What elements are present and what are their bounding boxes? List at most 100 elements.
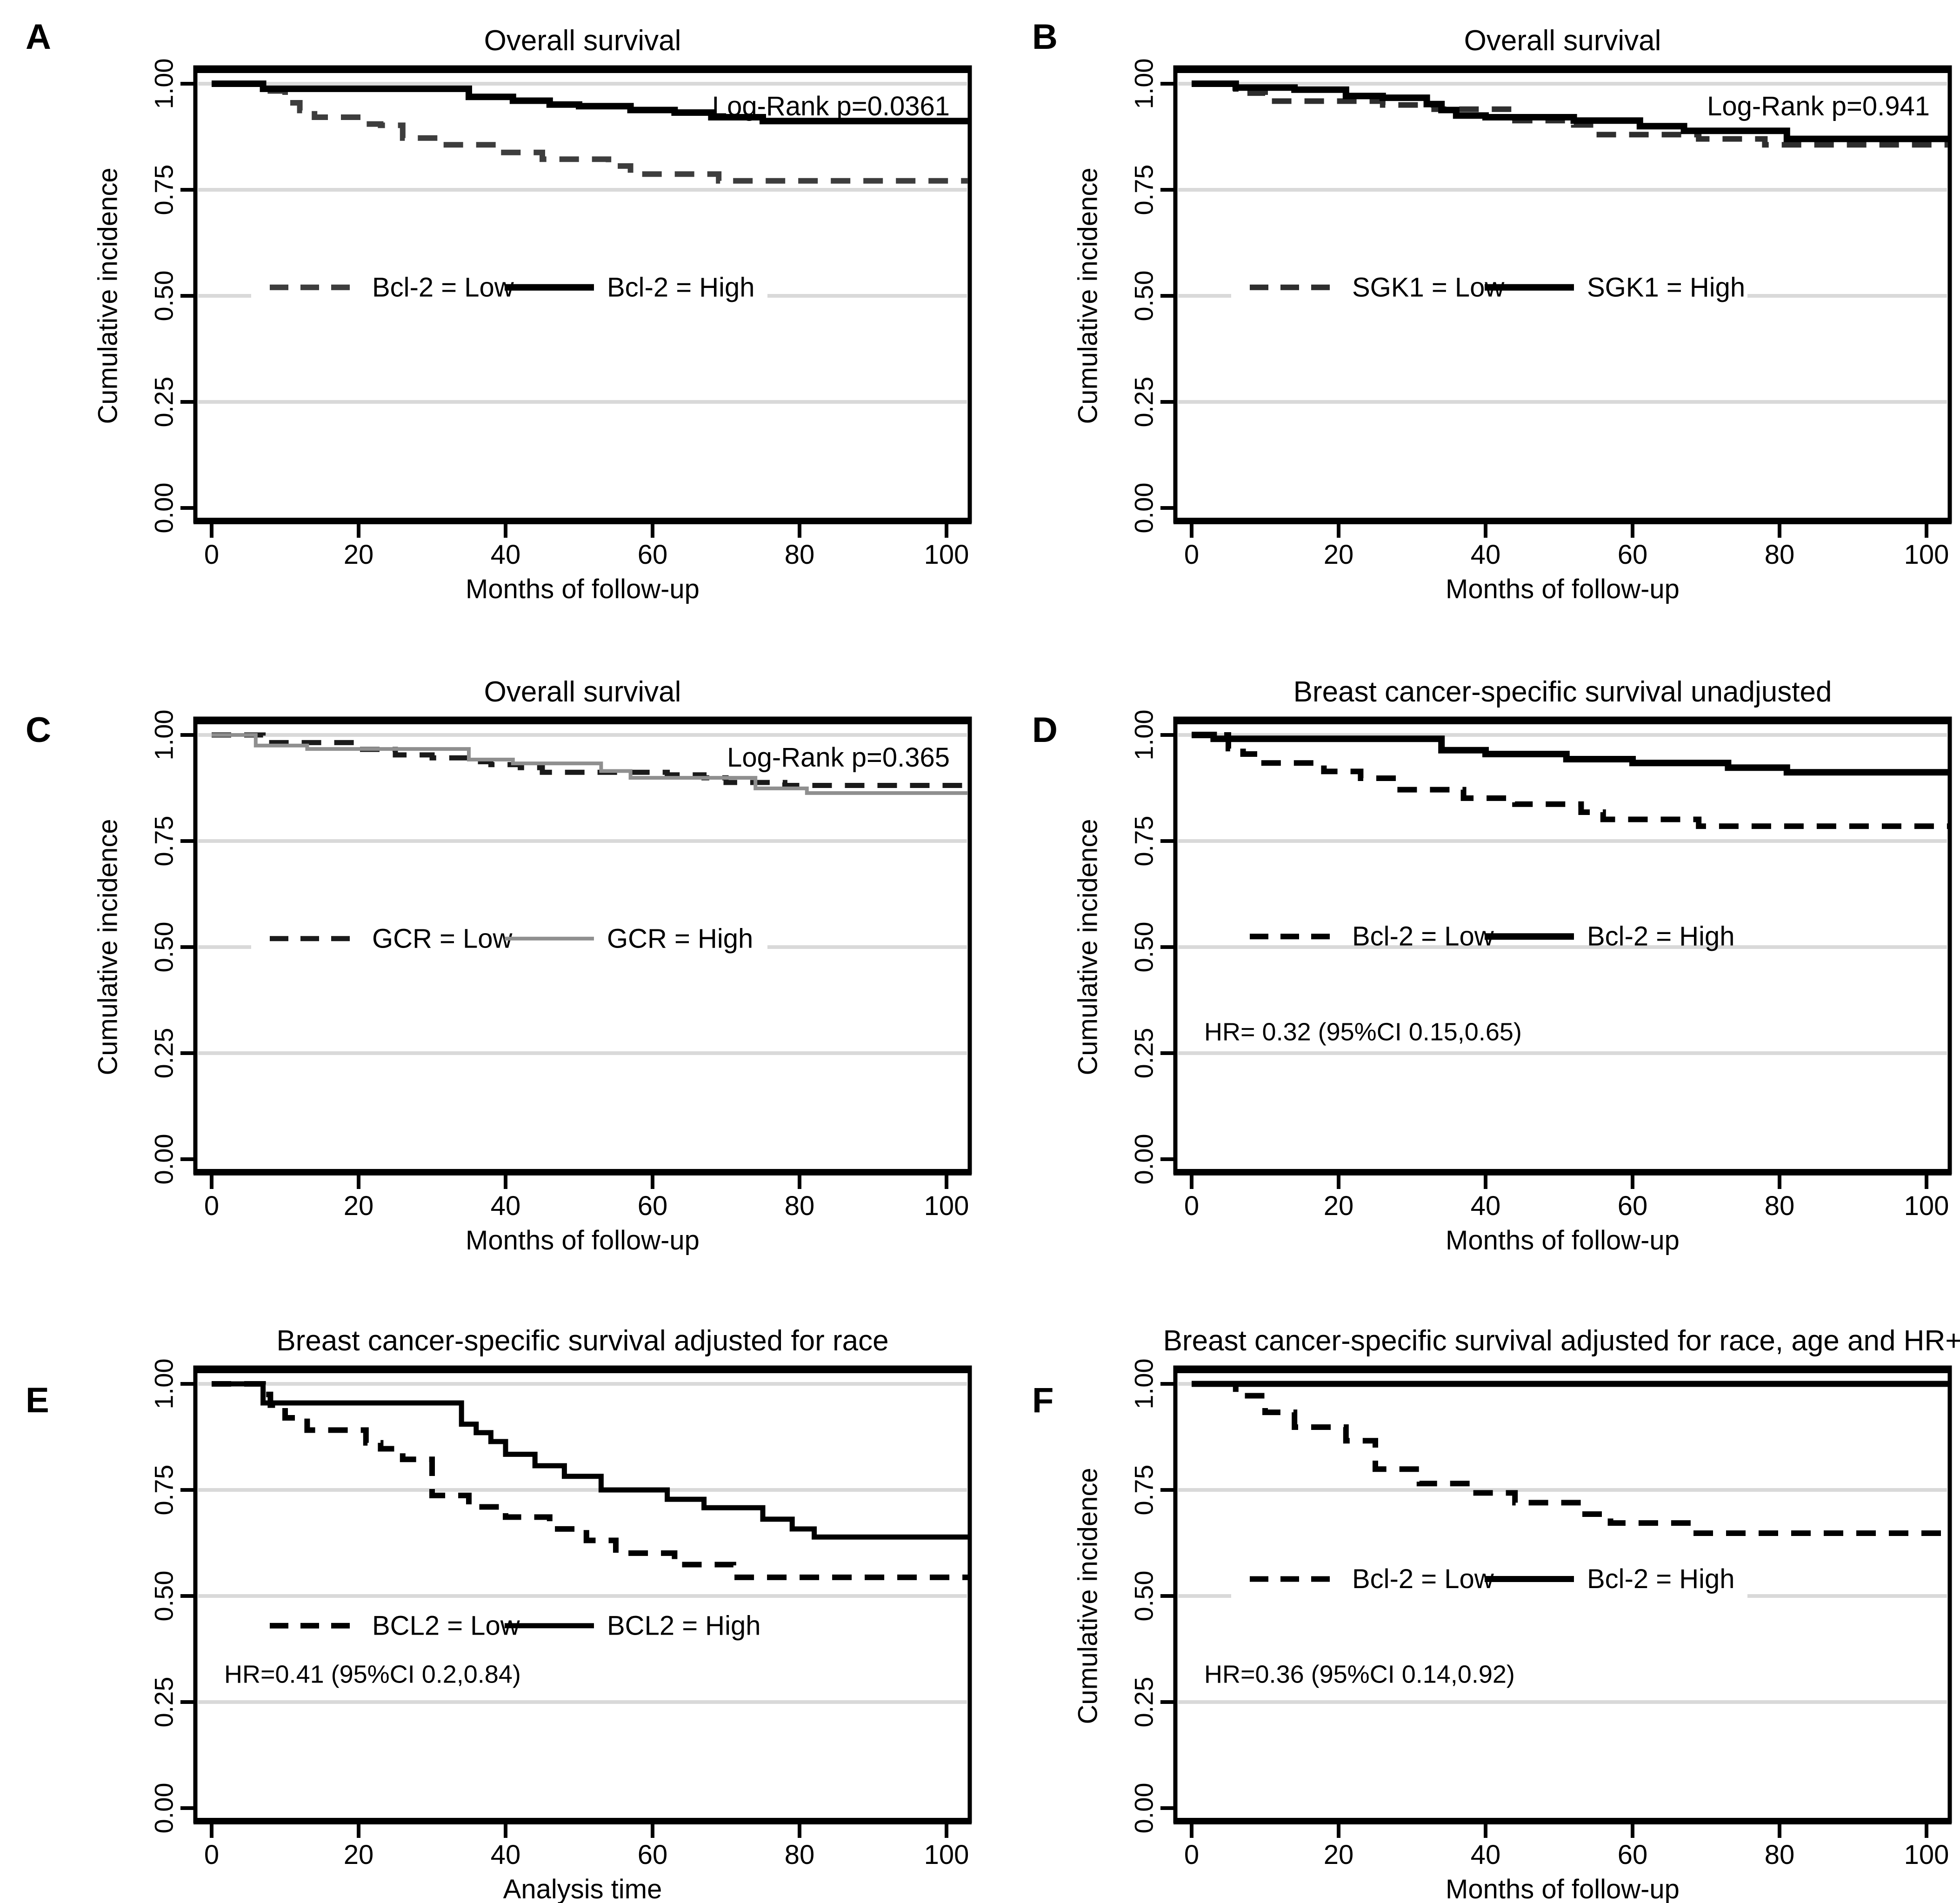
plot-title: Overall survival bbox=[484, 25, 681, 57]
hr-annotation: HR=0.36 (95%CI 0.14,0.92) bbox=[1204, 1661, 1515, 1689]
y-tick-label: 0.00 bbox=[1129, 1134, 1159, 1185]
legend-label-high: Bcl-2 = High bbox=[607, 272, 755, 302]
x-tick-label: 0 bbox=[204, 540, 219, 570]
plot-title: Overall survival bbox=[1464, 25, 1661, 57]
y-axis-title: Cumulative incidence bbox=[1073, 819, 1103, 1075]
logrank-annotation: Log-Rank p=0.365 bbox=[727, 742, 950, 773]
x-tick-label: 100 bbox=[924, 540, 969, 570]
y-tick-label: 1.00 bbox=[149, 710, 179, 761]
legend-label-low: SGK1 = Low bbox=[1352, 272, 1505, 302]
y-axis-title: Cumulative incidence bbox=[93, 819, 123, 1075]
x-tick-label: 40 bbox=[491, 1191, 521, 1221]
x-tick-label: 60 bbox=[1618, 540, 1648, 570]
panel-letter-e: E bbox=[26, 1381, 49, 1420]
y-tick-label: 0.25 bbox=[1129, 377, 1159, 427]
x-tick-label: 20 bbox=[344, 540, 374, 570]
panel-letter-b: B bbox=[1032, 17, 1058, 57]
legend-label-high: Bcl-2 = High bbox=[1587, 1564, 1735, 1594]
panel-a: A 0.00 0.25 0.50 0.75 1.00 0 20 40 60 80 100 Months… bbox=[0, 0, 980, 635]
y-tick-label: 0.00 bbox=[149, 483, 179, 534]
hr-annotation: HR=0.41 (95%CI 0.2,0.84) bbox=[224, 1661, 521, 1689]
x-tick-label: 0 bbox=[1184, 1191, 1199, 1221]
x-tick-label: 0 bbox=[1184, 1840, 1199, 1870]
x-tick-label: 60 bbox=[1618, 1191, 1648, 1221]
survival-curve-high bbox=[1192, 80, 1948, 142]
y-tick-label: 0.50 bbox=[1129, 271, 1159, 321]
panel-letter-d: D bbox=[1032, 710, 1058, 750]
x-tick-label: 20 bbox=[1324, 1191, 1354, 1221]
y-tick-label: 1.00 bbox=[1129, 1359, 1159, 1409]
x-tick-label: 80 bbox=[1765, 1191, 1795, 1221]
y-tick-label: 0.00 bbox=[1129, 483, 1159, 534]
plot-title: Breast cancer-specific survival adjusted… bbox=[276, 1325, 888, 1357]
y-tick-label: 0.00 bbox=[149, 1134, 179, 1185]
y-tick-label: 1.00 bbox=[149, 1359, 179, 1409]
x-tick-label: 0 bbox=[1184, 540, 1199, 570]
x-axis-title: Months of follow-up bbox=[1446, 1874, 1680, 1903]
y-tick-label: 0.75 bbox=[1129, 165, 1159, 215]
x-tick-label: 80 bbox=[1765, 1840, 1795, 1870]
x-tick-label: 40 bbox=[1471, 1191, 1501, 1221]
survival-plot-f: 0.00 0.25 0.50 0.75 1.00 0 20 40 60 80 100 Months o… bbox=[1073, 1325, 1960, 1903]
x-tick-label: 40 bbox=[491, 1840, 521, 1870]
survival-curve-low bbox=[1192, 1381, 1948, 1536]
x-tick-label: 20 bbox=[344, 1840, 374, 1870]
y-tick-label: 1.00 bbox=[1129, 710, 1159, 761]
y-tick-label: 0.00 bbox=[149, 1783, 179, 1834]
panel-e: E 0.00 0.25 0.50 0.75 1.00 0 20 40 60 80 100 Analys… bbox=[0, 1300, 980, 1903]
x-axis-title: Analysis time bbox=[503, 1874, 662, 1903]
legend-label-high: SGK1 = High bbox=[1587, 272, 1745, 302]
x-tick-label: 100 bbox=[1904, 540, 1949, 570]
x-tick-label: 60 bbox=[638, 1840, 668, 1870]
y-tick-label: 0.25 bbox=[149, 377, 179, 427]
survival-plot-c: 0.00 0.25 0.50 0.75 1.00 0 20 40 60 80 100 Months o… bbox=[93, 676, 972, 1255]
panel-letter-a: A bbox=[26, 17, 51, 57]
x-tick-label: 100 bbox=[924, 1840, 969, 1870]
legend-label-low: Bcl-2 = Low bbox=[372, 272, 514, 302]
legend-label-low: Bcl-2 = Low bbox=[1352, 1564, 1494, 1594]
y-tick-label: 0.25 bbox=[149, 1028, 179, 1079]
x-tick-label: 0 bbox=[204, 1191, 219, 1221]
x-tick-label: 60 bbox=[638, 540, 668, 570]
y-tick-label: 1.00 bbox=[1129, 59, 1159, 109]
plot-title: Overall survival bbox=[484, 676, 681, 708]
panel-letter-c: C bbox=[26, 710, 51, 750]
x-tick-label: 0 bbox=[204, 1840, 219, 1870]
survival-curve-high bbox=[212, 733, 968, 795]
x-tick-label: 60 bbox=[1618, 1840, 1648, 1870]
y-tick-label: 0.50 bbox=[149, 271, 179, 321]
x-tick-label: 20 bbox=[344, 1191, 374, 1221]
x-axis-title: Months of follow-up bbox=[1446, 1225, 1680, 1255]
y-tick-label: 0.50 bbox=[1129, 1571, 1159, 1622]
x-tick-label: 100 bbox=[1904, 1191, 1949, 1221]
legend-label-high: BCL2 = High bbox=[607, 1610, 760, 1641]
legend-label-high: Bcl-2 = High bbox=[1587, 921, 1735, 952]
survival-curve-high bbox=[1192, 732, 1948, 776]
panel-b: B 0.00 0.25 0.50 0.75 1.00 0 20 40 60 80 100 Months… bbox=[980, 0, 1960, 635]
x-axis-title: Months of follow-up bbox=[1446, 574, 1680, 604]
x-axis-title: Months of follow-up bbox=[466, 574, 700, 604]
x-axis-title: Months of follow-up bbox=[466, 1225, 700, 1255]
x-tick-label: 80 bbox=[785, 1840, 815, 1870]
y-tick-label: 0.50 bbox=[149, 922, 179, 973]
y-tick-label: 0.25 bbox=[1129, 1028, 1159, 1079]
y-tick-label: 0.75 bbox=[149, 1465, 179, 1516]
y-axis-title: Cumulative incidence bbox=[1073, 167, 1103, 424]
y-tick-label: 1.00 bbox=[149, 59, 179, 109]
y-tick-label: 0.75 bbox=[1129, 816, 1159, 867]
survival-plot-e: 0.00 0.25 0.50 0.75 1.00 0 20 40 60 80 100 Analysis… bbox=[149, 1325, 972, 1903]
panel-f: F 0.00 0.25 0.50 0.75 1.00 0 20 40 60 80 100 Months… bbox=[980, 1300, 1960, 1903]
x-tick-label: 80 bbox=[1765, 540, 1795, 570]
survival-curve-low bbox=[212, 81, 968, 184]
y-tick-label: 0.00 bbox=[1129, 1783, 1159, 1834]
panel-c: C 0.00 0.25 0.50 0.75 1.00 0 20 40 60 80 100 Months… bbox=[0, 651, 980, 1286]
x-tick-label: 40 bbox=[1471, 1840, 1501, 1870]
survival-curve-low bbox=[1192, 732, 1948, 829]
y-tick-label: 0.50 bbox=[1129, 922, 1159, 973]
survival-plot-d: 0.00 0.25 0.50 0.75 1.00 0 20 40 60 80 100 Months o… bbox=[1073, 676, 1952, 1255]
legend-label-low: BCL2 = Low bbox=[372, 1610, 520, 1641]
survival-curve-low bbox=[212, 1381, 968, 1580]
logrank-annotation: Log-Rank p=0.941 bbox=[1707, 91, 1930, 121]
x-tick-label: 60 bbox=[638, 1191, 668, 1221]
